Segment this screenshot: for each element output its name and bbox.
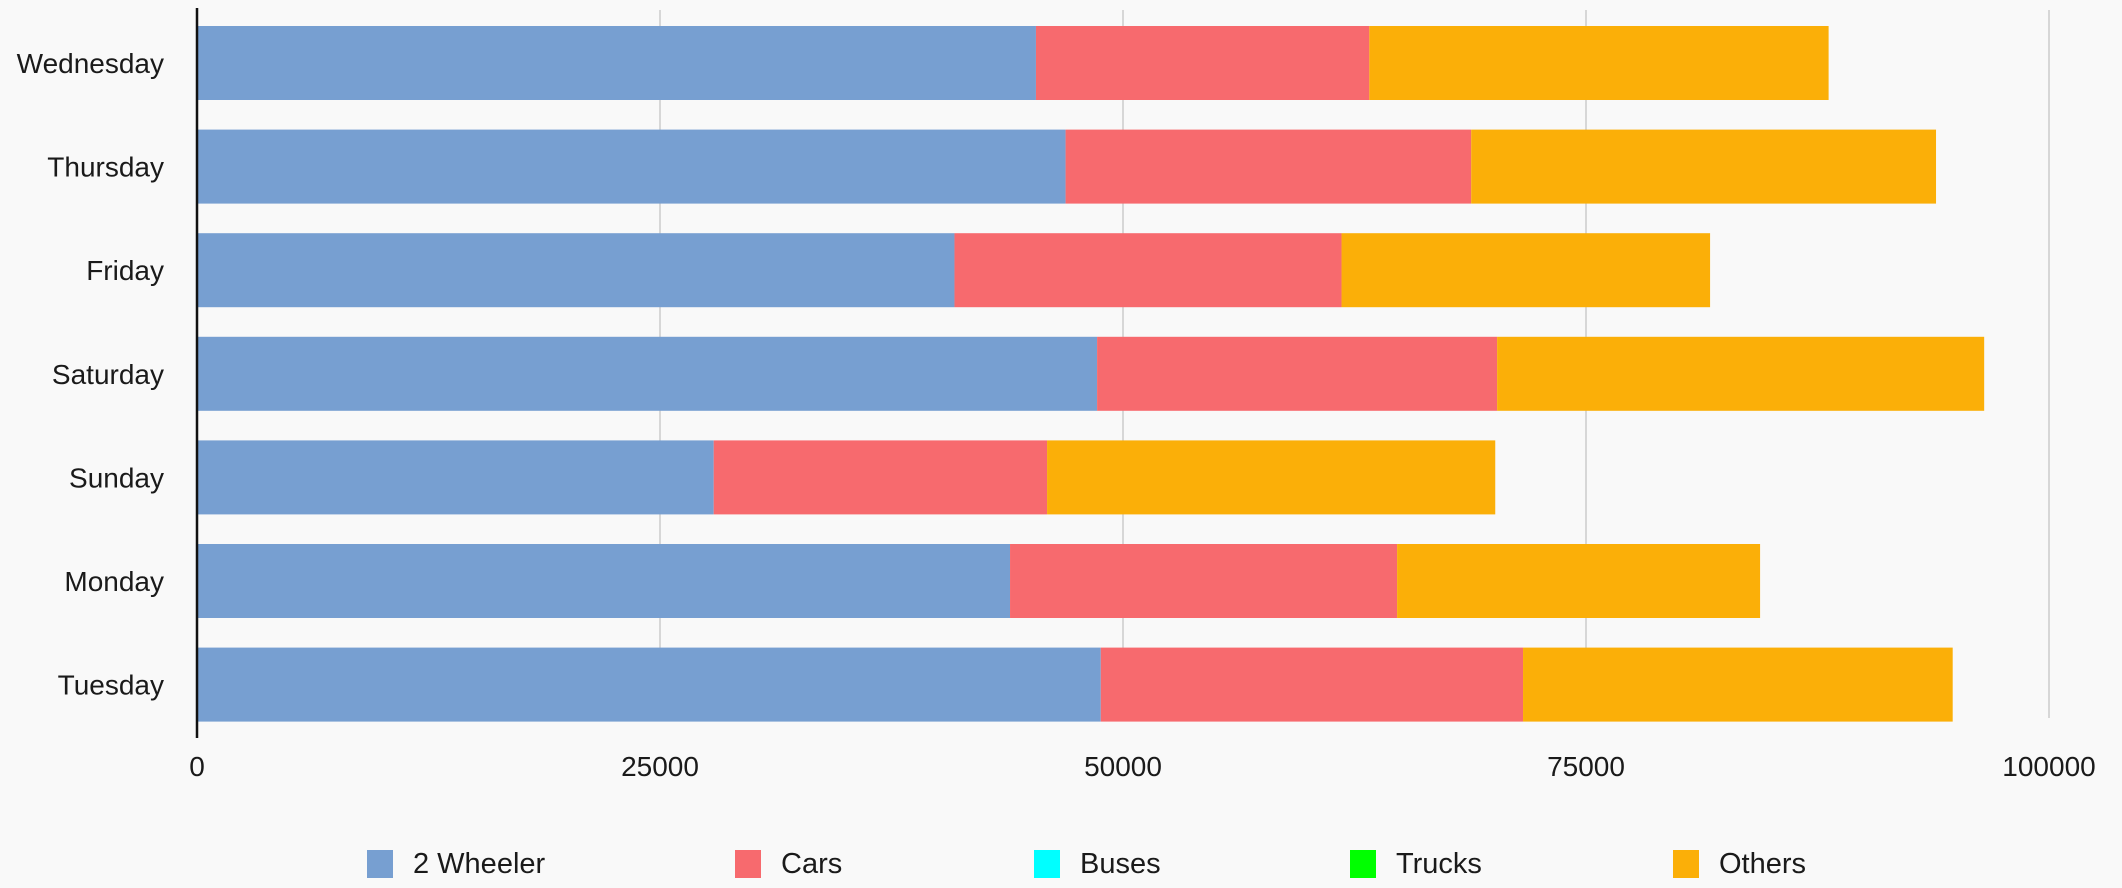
- x-tick-label: 0: [189, 751, 205, 782]
- bar-2-wheeler: [197, 336, 1098, 411]
- legend-label: Trucks: [1396, 847, 1482, 880]
- bar-2-wheeler: [197, 129, 1066, 204]
- legend: 2 Wheeler Cars Buses Trucks Others: [0, 838, 2122, 888]
- y-tick-label: Saturday: [52, 359, 164, 390]
- bar-others: [1471, 129, 1937, 204]
- legend-label: Others: [1719, 847, 1807, 880]
- legend-swatch: [1034, 850, 1060, 878]
- y-tick-label: Thursday: [47, 152, 164, 183]
- bar-others: [1369, 26, 1829, 100]
- bars: [197, 26, 1985, 722]
- legend-label: Cars: [781, 847, 843, 880]
- x-tick-label: 75000: [1547, 751, 1625, 782]
- bar-others: [1497, 336, 1985, 411]
- x-tick-label: 50000: [1084, 751, 1162, 782]
- bar-2-wheeler: [197, 544, 1011, 618]
- y-tick-label: Monday: [64, 566, 164, 597]
- bar-cars: [954, 233, 1342, 308]
- bar-others: [1341, 233, 1711, 308]
- bar-cars: [1065, 129, 1472, 204]
- legend-item-trucks[interactable]: Trucks: [1350, 847, 1482, 880]
- legend-swatch: [1673, 850, 1699, 878]
- bar-others: [1397, 544, 1761, 618]
- legend-item-cars[interactable]: Cars: [735, 847, 843, 880]
- y-tick-label: Tuesday: [58, 670, 164, 701]
- legend-label: 2 Wheeler: [413, 847, 546, 880]
- bar-others: [1047, 440, 1496, 515]
- legend-swatch: [1350, 850, 1376, 878]
- legend-item-buses[interactable]: Buses: [1034, 847, 1161, 880]
- y-tick-label: Sunday: [69, 462, 164, 493]
- legend-item-others[interactable]: Others: [1673, 847, 1807, 880]
- stacked-bar-chart: 0 25000 50000 75000 100000 Wednesday Thursday F…: [17, 8, 2096, 782]
- x-tick-label: 25000: [621, 751, 699, 782]
- bar-cars: [1010, 544, 1398, 618]
- y-tick-label: Wednesday: [17, 48, 164, 79]
- tick-labels: 0 25000 50000 75000 100000 Wednesday Thursday F…: [17, 48, 2096, 782]
- legend-item-2-wheeler[interactable]: 2 Wheeler: [367, 847, 546, 880]
- y-tick-label: Friday: [86, 255, 164, 286]
- x-tick-label: 100000: [2002, 751, 2095, 782]
- bar-cars: [1100, 647, 1524, 722]
- bar-2-wheeler: [197, 233, 955, 308]
- legend-swatch: [735, 850, 761, 878]
- legend-swatch: [367, 850, 393, 878]
- legend-label: Buses: [1080, 847, 1161, 880]
- bar-2-wheeler: [197, 26, 1036, 100]
- bar-cars: [1097, 336, 1498, 411]
- bar-2-wheeler: [197, 440, 714, 515]
- bar-2-wheeler: [197, 647, 1101, 722]
- bar-cars: [713, 440, 1048, 515]
- bar-others: [1523, 647, 1953, 722]
- bar-cars: [1035, 26, 1370, 100]
